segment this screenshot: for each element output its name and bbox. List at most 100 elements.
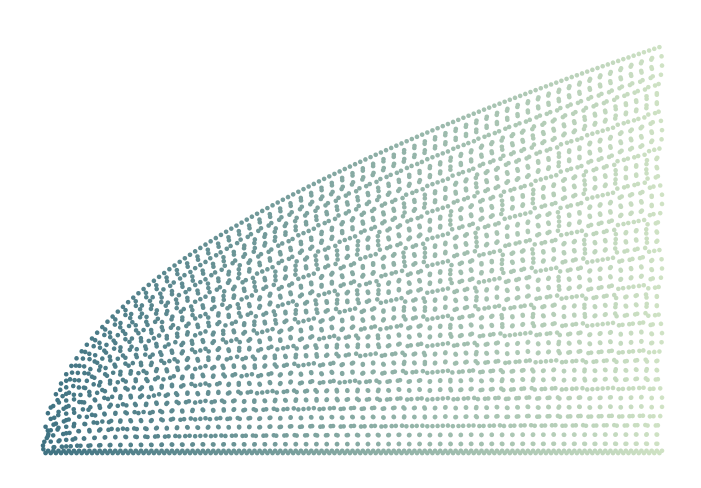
scatter-point	[315, 205, 320, 210]
scatter-point	[370, 360, 376, 365]
scatter-point	[563, 322, 569, 328]
scatter-point	[422, 352, 428, 358]
scatter-point	[474, 289, 479, 294]
scatter-point	[375, 388, 381, 394]
scatter-point	[393, 351, 398, 356]
scatter-point	[145, 322, 150, 328]
scatter-point	[619, 84, 625, 89]
scatter-point	[277, 337, 283, 342]
scatter-point	[314, 389, 320, 394]
scatter-point	[422, 361, 428, 367]
scatter-point	[443, 130, 448, 136]
scatter-point	[170, 322, 176, 328]
scatter-point	[569, 230, 574, 236]
scatter-point	[516, 276, 522, 282]
scatter-point	[268, 424, 273, 429]
scatter-point	[479, 441, 484, 447]
scatter-point	[113, 434, 118, 440]
scatter-point	[320, 318, 325, 323]
scatter-point	[311, 405, 317, 411]
scatter-point	[407, 378, 413, 384]
scatter-point	[453, 351, 458, 357]
scatter-point	[458, 387, 464, 392]
scatter-point	[425, 237, 430, 242]
scatter-point	[570, 322, 575, 327]
scatter-point	[440, 123, 446, 129]
scatter-point	[289, 281, 295, 286]
scatter-point	[533, 87, 538, 93]
scatter-point	[128, 368, 134, 374]
scatter-point	[221, 331, 226, 337]
scatter-point	[381, 263, 386, 269]
scatter-point	[387, 244, 393, 249]
scatter-point	[422, 299, 428, 304]
scatter-point	[435, 288, 440, 293]
scatter-point	[459, 206, 464, 211]
scatter-point	[615, 122, 621, 128]
scatter-point	[432, 189, 438, 194]
scatter-point	[558, 205, 563, 211]
scatter-point	[50, 433, 56, 438]
scatter-point	[73, 363, 79, 368]
scatter-point	[195, 425, 200, 430]
scatter-point	[253, 433, 259, 439]
scatter-point	[388, 145, 394, 151]
scatter-point	[345, 253, 351, 259]
scatter-point	[232, 372, 238, 377]
scatter-point	[490, 194, 496, 200]
scatter-point	[120, 304, 126, 310]
scatter-point	[498, 156, 503, 162]
scatter-point	[222, 374, 228, 379]
scatter-point	[510, 323, 515, 328]
scatter-point	[365, 343, 371, 348]
scatter-point	[401, 250, 406, 256]
scatter-point	[539, 423, 544, 428]
scatter-point	[414, 134, 420, 140]
scatter-point	[541, 120, 547, 126]
scatter-point	[203, 277, 208, 282]
scatter-point	[523, 238, 529, 244]
scatter-point	[635, 422, 640, 428]
scatter-point	[253, 288, 259, 293]
scatter-point	[517, 121, 522, 126]
scatter-point	[541, 368, 546, 373]
scatter-point	[226, 312, 231, 318]
scatter-point	[304, 210, 310, 216]
scatter-point	[396, 177, 402, 183]
scatter-point	[631, 155, 637, 160]
scatter-point	[427, 163, 433, 169]
scatter-point	[498, 211, 504, 217]
scatter-point	[484, 241, 490, 247]
scatter-point	[334, 441, 340, 447]
scatter-point	[475, 396, 481, 402]
scatter-point	[41, 446, 46, 452]
scatter-point	[236, 305, 242, 311]
scatter-point	[365, 387, 371, 393]
scatter-point	[532, 423, 538, 429]
scatter-point	[473, 351, 479, 357]
scatter-point	[241, 286, 247, 292]
scatter-point	[546, 349, 552, 354]
scatter-point	[602, 367, 608, 373]
scatter-point	[228, 355, 233, 361]
scatter-point	[369, 423, 374, 429]
scatter-point	[448, 379, 453, 384]
scatter-point	[655, 173, 661, 179]
scatter-point	[126, 363, 131, 368]
scatter-point	[161, 270, 167, 276]
scatter-point	[515, 111, 520, 117]
scatter-point	[633, 237, 639, 242]
scatter-point	[610, 125, 616, 131]
scatter-point	[582, 247, 588, 252]
scatter-point	[309, 423, 315, 429]
scatter-point	[618, 276, 624, 282]
scatter-point	[623, 432, 628, 437]
scatter-point	[308, 235, 314, 241]
scatter-point	[205, 391, 211, 397]
scatter-point	[203, 398, 208, 404]
scatter-point	[590, 67, 595, 73]
scatter-point	[581, 237, 587, 243]
scatter-point	[417, 387, 422, 392]
scatter-point	[417, 168, 422, 174]
scatter-point	[391, 260, 396, 266]
